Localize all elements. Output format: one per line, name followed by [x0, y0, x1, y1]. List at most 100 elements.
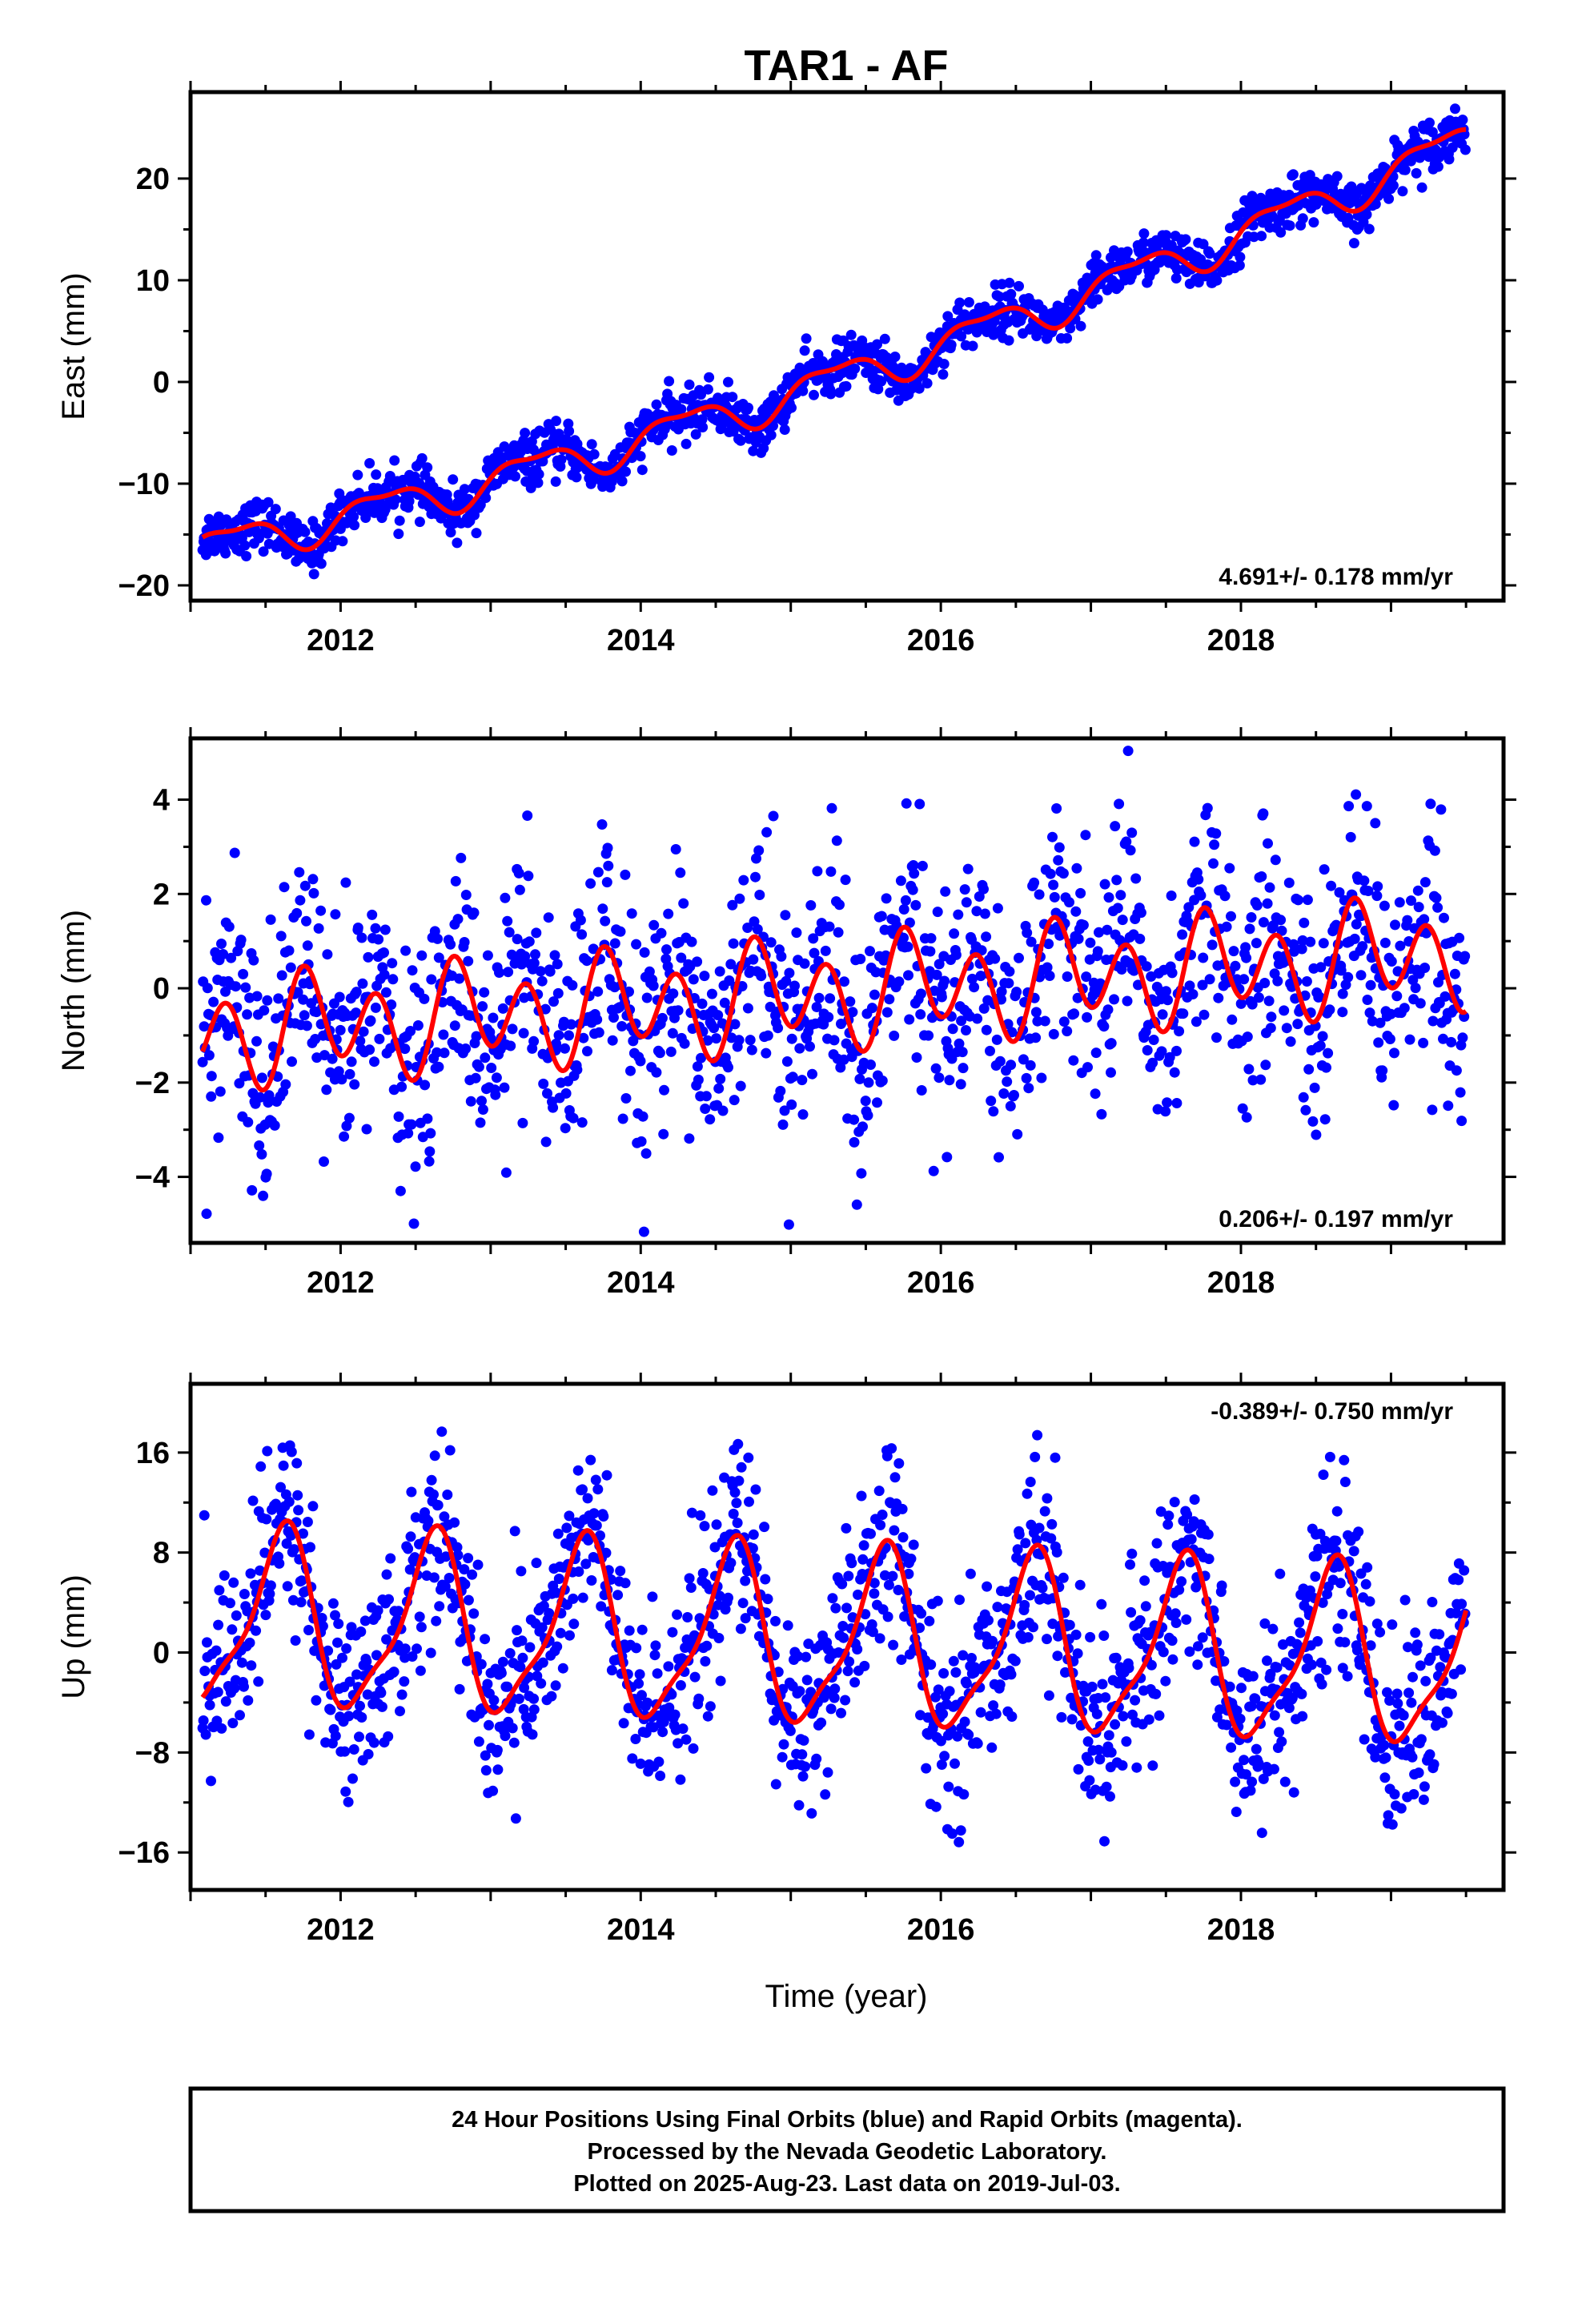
data-point: [295, 1597, 307, 1608]
data-point: [1150, 1688, 1162, 1699]
data-point: [729, 1019, 741, 1030]
data-point: [1138, 237, 1149, 248]
data-point: [736, 1462, 747, 1473]
x-tick-label: 2014: [607, 1913, 675, 1947]
data-point: [1110, 1719, 1121, 1730]
data-point: [456, 852, 467, 863]
data-point: [363, 1749, 374, 1759]
data-point: [1415, 998, 1426, 1009]
data-point: [1032, 1429, 1043, 1441]
data-point: [1198, 239, 1209, 250]
data-point: [760, 1574, 771, 1585]
data-point: [1171, 1098, 1182, 1108]
data-point: [958, 1789, 970, 1800]
data-point: [262, 995, 273, 1006]
data-point: [1262, 898, 1273, 909]
data-point: [507, 1023, 518, 1035]
data-point: [1247, 1776, 1258, 1787]
data-point: [866, 1003, 877, 1014]
data-point: [935, 1735, 946, 1747]
data-point: [385, 1553, 396, 1564]
data-point: [1337, 1663, 1348, 1674]
data-point: [540, 1136, 552, 1148]
data-point: [616, 476, 628, 487]
data-point: [275, 931, 287, 942]
data-point: [330, 1610, 340, 1621]
data-point: [1130, 1695, 1141, 1706]
data-point: [352, 923, 363, 933]
data-point: [561, 1522, 572, 1534]
data-point: [789, 980, 800, 991]
data-point: [575, 915, 586, 926]
data-point: [876, 911, 887, 922]
data-point: [925, 946, 936, 957]
data-point: [737, 1598, 749, 1609]
data-point: [1209, 839, 1220, 850]
data-point: [519, 1683, 530, 1693]
data-point: [887, 1570, 898, 1582]
data-point: [444, 1573, 455, 1583]
data-point: [227, 1624, 238, 1635]
data-point: [597, 903, 608, 915]
data-point: [666, 445, 677, 456]
data-point: [729, 1095, 740, 1106]
data-point: [1258, 917, 1269, 928]
data-point: [1375, 1017, 1386, 1028]
data-point: [301, 915, 311, 927]
data-point: [1066, 1714, 1078, 1725]
data-point: [502, 915, 513, 927]
data-point: [1014, 952, 1024, 963]
data-point: [531, 1558, 542, 1569]
data-point: [471, 528, 482, 539]
data-point: [381, 1569, 392, 1580]
data-point: [341, 1643, 352, 1654]
data-point: [751, 853, 761, 864]
data-point: [1377, 1065, 1388, 1076]
data-point: [279, 882, 290, 893]
data-point: [1406, 895, 1416, 907]
y-tick-label: 2: [153, 878, 170, 911]
data-point: [1117, 1760, 1128, 1771]
data-point: [600, 1547, 612, 1558]
data-point: [1449, 968, 1460, 979]
data-point: [858, 1540, 869, 1551]
data-point: [425, 1128, 436, 1139]
data-point: [274, 1558, 285, 1569]
data-point: [1004, 966, 1015, 977]
data-point: [1180, 234, 1191, 245]
data-point: [1351, 789, 1362, 800]
data-point: [199, 1510, 210, 1521]
data-point: [215, 1086, 226, 1097]
x-tick-label: 2016: [907, 1913, 975, 1947]
data-point: [784, 967, 795, 979]
data-point: [659, 1084, 669, 1096]
data-point: [770, 1615, 781, 1626]
data-point: [364, 458, 375, 468]
data-point: [1247, 191, 1258, 202]
data-point: [822, 1767, 833, 1778]
data-point: [943, 1781, 954, 1792]
data-point: [1438, 1033, 1448, 1044]
data-point: [206, 1775, 216, 1787]
data-point: [1130, 873, 1142, 884]
data-point: [1151, 1538, 1162, 1549]
data-point: [1054, 842, 1065, 853]
data-point: [911, 1052, 922, 1063]
data-point: [517, 1652, 528, 1663]
data-point: [356, 932, 367, 943]
data-point: [238, 968, 249, 979]
data-point: [1126, 1548, 1138, 1559]
data-point: [428, 1572, 440, 1583]
data-point: [897, 1503, 908, 1514]
fit-line: [200, 895, 1468, 1093]
data-point: [368, 1737, 379, 1748]
data-point: [1457, 115, 1468, 126]
data-point: [502, 1681, 513, 1692]
data-point: [208, 996, 219, 1007]
data-point: [825, 388, 837, 400]
data-point: [404, 496, 415, 507]
data-point: [308, 569, 319, 580]
data-point: [564, 425, 575, 436]
data-point: [343, 1796, 354, 1807]
data-point: [1288, 946, 1299, 957]
